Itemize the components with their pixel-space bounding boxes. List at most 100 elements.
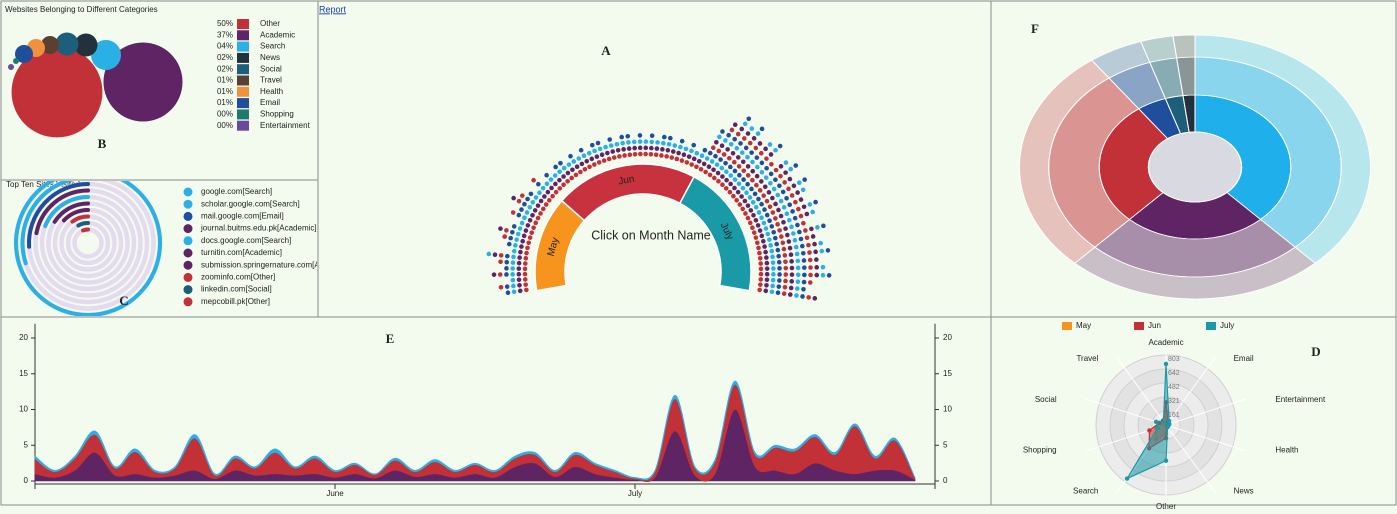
visit-dot	[798, 197, 804, 202]
visit-dot	[522, 201, 527, 207]
visit-dot	[757, 287, 762, 293]
report-link[interactable]: Report	[319, 4, 347, 14]
legend-swatch	[1206, 322, 1216, 330]
visit-dot	[753, 217, 759, 223]
visit-dot	[625, 133, 631, 139]
y-tick-label: 5	[24, 440, 29, 449]
visit-dot	[781, 246, 787, 252]
visit-dot	[737, 172, 742, 178]
visit-dot	[557, 169, 562, 175]
visit-dot	[780, 240, 786, 246]
visit-dot	[516, 260, 522, 266]
visit-dot	[527, 205, 533, 210]
visit-dot	[791, 183, 797, 189]
site-label: docs.google.com[Search]	[201, 236, 291, 245]
radar-point	[1153, 419, 1159, 424]
visit-dot	[607, 137, 613, 142]
visit-dot	[739, 194, 744, 199]
sunburst-segment[interactable]	[1172, 34, 1196, 59]
visit-dot	[777, 266, 782, 271]
visit-dot	[738, 141, 743, 146]
visit-dot	[510, 277, 516, 283]
visit-dot	[491, 272, 497, 277]
visit-dot	[780, 189, 786, 195]
visit-dot	[778, 198, 784, 204]
visit-dot	[596, 160, 602, 165]
visit-dot	[566, 162, 572, 167]
visit-dot	[783, 160, 789, 165]
area-series	[34, 380, 916, 481]
visit-dot	[508, 235, 513, 241]
visit-dot	[769, 289, 775, 295]
visit-dot	[807, 257, 813, 263]
radar-axis-label: Search	[1073, 486, 1098, 495]
visit-dot	[620, 140, 625, 146]
month-segment[interactable]	[678, 175, 752, 292]
visit-dot	[504, 284, 510, 289]
visit-dot	[523, 255, 529, 261]
visit-dot	[806, 242, 811, 248]
visit-dot	[737, 202, 743, 207]
visit-dot	[776, 259, 782, 265]
visit-dot	[795, 265, 801, 271]
visit-dot	[576, 156, 582, 161]
visit-dot	[515, 231, 521, 237]
visit-dot	[615, 148, 621, 153]
visit-dot	[727, 155, 732, 161]
visit-dot	[758, 282, 763, 287]
visit-dot	[766, 190, 772, 195]
visit-dot	[759, 201, 764, 207]
sunburst-center	[1147, 131, 1243, 203]
visit-dot	[592, 162, 597, 167]
visit-dot	[637, 139, 643, 144]
visit-dot	[821, 223, 826, 229]
visit-dot	[789, 272, 795, 277]
visit-dot	[757, 228, 763, 233]
visit-dot	[748, 208, 754, 213]
visit-dot	[767, 237, 772, 242]
visit-dot	[812, 296, 818, 301]
visit-dot	[522, 271, 528, 277]
visit-dot	[775, 222, 780, 227]
visit-dot	[782, 180, 787, 185]
month-label[interactable]: Jun	[618, 174, 636, 188]
site-label: mepcobill.pk[Other]	[201, 297, 270, 306]
y-tick-label: 0	[24, 476, 29, 485]
site-bar	[70, 214, 90, 224]
visit-dot	[537, 190, 542, 196]
visit-dot	[749, 150, 754, 155]
visit-dot	[751, 212, 756, 218]
visit-dot	[679, 158, 685, 163]
site-bar	[34, 188, 90, 236]
visit-dot	[745, 154, 750, 160]
visit-dot	[774, 241, 780, 247]
radar-point	[1124, 476, 1130, 481]
y-tick-label-right: 0	[943, 476, 948, 485]
visit-dot	[777, 183, 782, 189]
visit-dot	[755, 164, 760, 170]
legend-label: Other	[260, 19, 280, 28]
visit-dot	[520, 238, 525, 244]
month-label[interactable]: May	[546, 236, 562, 257]
visit-dot	[794, 293, 799, 298]
visit-dot	[759, 160, 765, 166]
visit-dot	[648, 151, 654, 157]
site-marker	[183, 199, 193, 209]
visit-dot	[605, 150, 610, 156]
visit-dot	[536, 181, 541, 187]
visit-dot	[517, 255, 522, 260]
visit-dot	[724, 169, 729, 175]
visit-dot	[707, 172, 713, 178]
visit-dot	[702, 147, 708, 153]
visit-dot	[694, 150, 700, 156]
visit-dot	[808, 272, 813, 278]
visit-dot	[777, 278, 782, 283]
visit-dot	[768, 243, 773, 248]
visit-dot	[611, 155, 617, 160]
visit-dot	[510, 266, 515, 271]
visit-dot	[767, 204, 773, 210]
visit-dot	[764, 283, 769, 288]
visit-dot	[783, 278, 788, 284]
visit-dot	[785, 232, 790, 238]
visit-dot	[735, 155, 741, 160]
